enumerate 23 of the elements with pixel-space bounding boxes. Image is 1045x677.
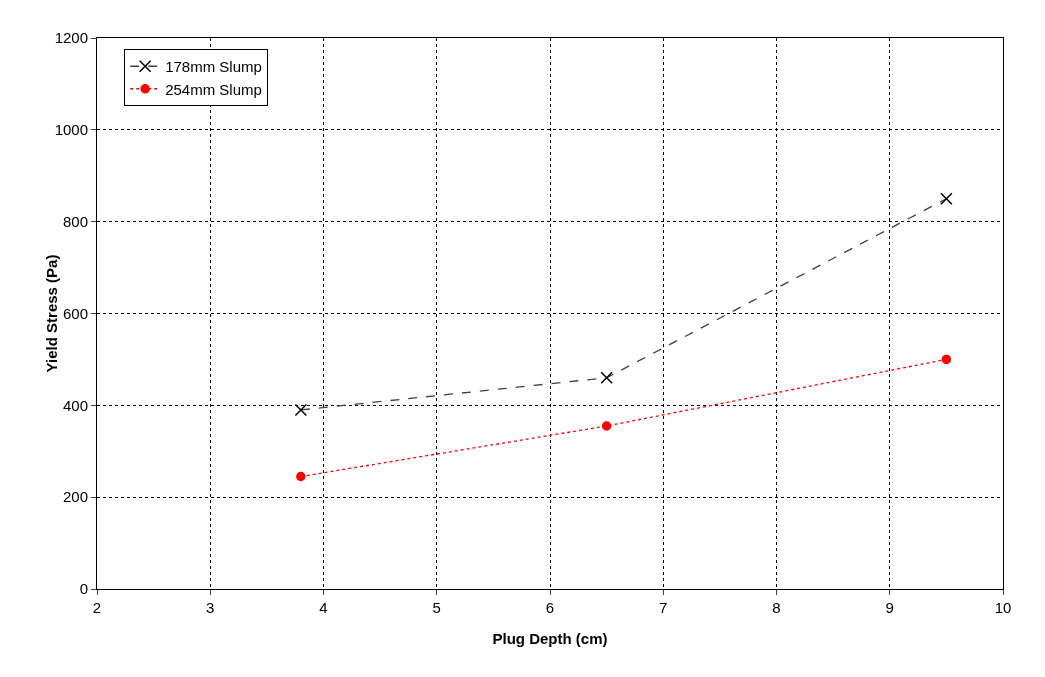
- legend-label: 254mm Slump: [165, 80, 262, 98]
- x-tick-label: 3: [206, 599, 215, 616]
- y-tick-label: 600: [62, 304, 88, 322]
- y-tick-label: 1000: [54, 121, 88, 139]
- x-tick-label: 2: [92, 599, 102, 616]
- x-tick-label: 5: [432, 599, 441, 616]
- y-tick-label: 200: [62, 488, 88, 506]
- y-axis-title: Yield Stress (Pa): [43, 254, 60, 373]
- point: [601, 421, 612, 431]
- x-tick-label: 8: [772, 599, 781, 616]
- legend-label: 178mm Slump: [165, 58, 262, 76]
- y-tick-label: 400: [62, 396, 88, 414]
- point: [941, 354, 952, 365]
- x-axis-title: Plug Depth (cm): [492, 630, 608, 647]
- y-tick-label: 1200: [54, 29, 88, 47]
- x-tick-label: 4: [319, 599, 328, 616]
- x-tick-label: 10: [994, 599, 1012, 616]
- y-tick-label: 800: [62, 212, 88, 230]
- x-tick-label: 9: [885, 599, 894, 616]
- point: [296, 471, 306, 482]
- x-tick-label: 7: [659, 599, 668, 616]
- y-tick-label: 0: [79, 580, 88, 598]
- x-tick-label: 6: [545, 599, 555, 616]
